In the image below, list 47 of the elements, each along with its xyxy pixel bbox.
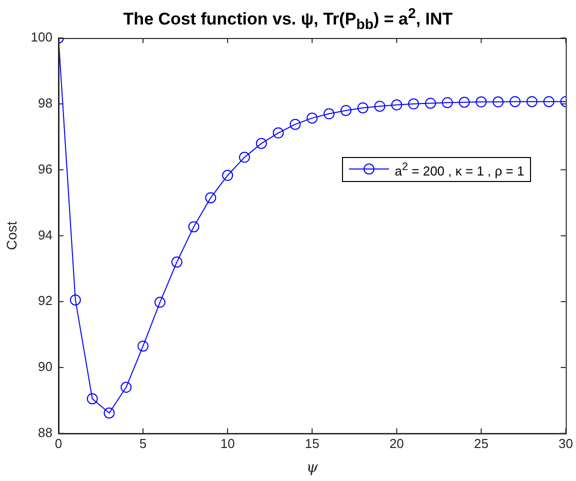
- legend-label: a$^{2}$ = 200 , κ = 1 , ρ = 1: [394, 160, 524, 178]
- point: [357, 102, 368, 114]
- point: [424, 98, 436, 109]
- point: [306, 112, 318, 124]
- point: [374, 100, 386, 112]
- point: [458, 96, 470, 108]
- point: [188, 221, 200, 232]
- point: [324, 108, 335, 120]
- point: [154, 296, 166, 308]
- x-tick-label: 15: [304, 436, 320, 451]
- point: [391, 99, 402, 110]
- point: [86, 393, 98, 404]
- y-tick-label: 90: [38, 359, 52, 374]
- x-tick-label: 25: [474, 436, 488, 451]
- point: [70, 294, 81, 306]
- point: [256, 138, 267, 149]
- point: [238, 152, 250, 163]
- x-tick-label: 0: [54, 436, 62, 451]
- point: [510, 96, 521, 108]
- x-tick-label: 10: [220, 436, 235, 451]
- y-tick-label: 88: [38, 424, 52, 440]
- x-tick-label: 20: [389, 436, 404, 451]
- y-tick-label: 98: [38, 95, 52, 110]
- point: [205, 192, 216, 204]
- y-tick-label: 96: [38, 161, 52, 176]
- point: [290, 118, 301, 130]
- chart-title: The Cost function vs. ψ, Tr(P$_{bb}$) = a$^{2}$, INT: [123, 6, 453, 34]
- point: [104, 407, 115, 418]
- point: [543, 96, 554, 108]
- point: [408, 98, 420, 110]
- point: [120, 382, 132, 393]
- point: [442, 97, 453, 108]
- x-tick-label: 30: [558, 436, 574, 451]
- point: [340, 104, 352, 116]
- point: [222, 170, 234, 181]
- x-axis-title: ψ: [306, 458, 318, 476]
- point: [138, 340, 149, 352]
- y-tick-label: 94: [38, 227, 52, 242]
- point: [272, 127, 284, 138]
- y-tick-label: 100: [30, 30, 52, 45]
- point: [526, 96, 538, 108]
- x-tick-label: 5: [139, 436, 147, 451]
- y-axis-title: Cost: [3, 221, 20, 250]
- y-tick-label: 92: [38, 293, 52, 308]
- point: [476, 96, 487, 108]
- point: [171, 256, 182, 268]
- point: [492, 96, 504, 108]
